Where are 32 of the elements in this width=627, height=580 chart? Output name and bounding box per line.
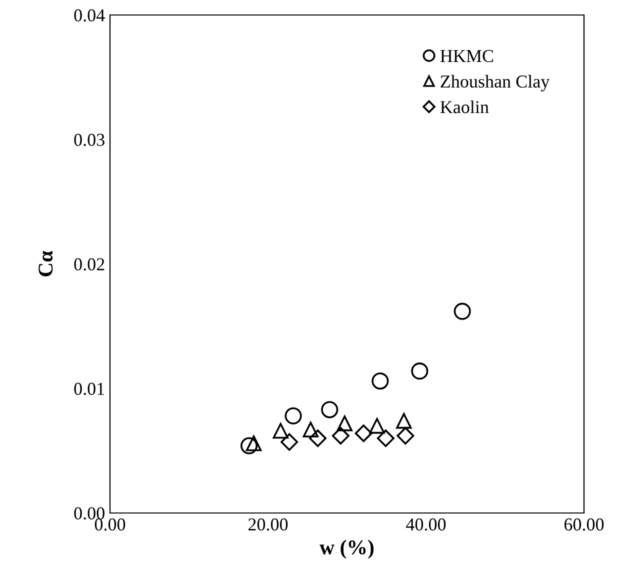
point <box>369 418 385 434</box>
point <box>376 430 394 448</box>
point <box>321 401 338 418</box>
point <box>372 372 389 390</box>
x-tick-label: 0.00 <box>94 518 126 531</box>
y-axis-title: Cα <box>38 250 53 276</box>
point <box>240 437 258 454</box>
point <box>332 427 350 445</box>
x-tick-label: 40.00 <box>406 518 446 531</box>
point <box>309 430 327 448</box>
point <box>246 435 262 452</box>
y-tick-label: 0.01 <box>74 382 104 396</box>
legend-label: HKMC <box>440 50 494 62</box>
legend-label: Kaolin <box>440 100 489 114</box>
y-tick-label: 0.03 <box>74 134 104 146</box>
point <box>284 407 302 424</box>
point <box>280 433 298 451</box>
point <box>272 422 288 439</box>
legend-label: Zhoushan Clay <box>440 74 550 92</box>
point <box>302 422 319 438</box>
point <box>396 413 412 429</box>
x-tick-label: 60.00 <box>564 518 604 531</box>
y-tick-label: 0.00 <box>74 507 104 520</box>
x-axis-title: w (%) <box>320 540 374 559</box>
point <box>396 427 414 445</box>
point <box>454 302 471 320</box>
point <box>411 362 428 380</box>
point <box>336 416 352 432</box>
x-tick-label: 20.00 <box>248 518 288 531</box>
y-tick-label: 0.02 <box>74 258 104 271</box>
y-tick-label: 0.04 <box>74 9 105 22</box>
point <box>354 424 372 442</box>
